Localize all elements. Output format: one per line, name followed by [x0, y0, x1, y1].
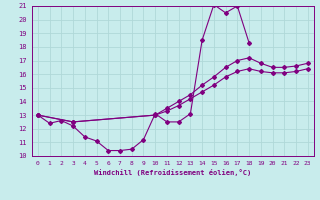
- X-axis label: Windchill (Refroidissement éolien,°C): Windchill (Refroidissement éolien,°C): [94, 169, 252, 176]
